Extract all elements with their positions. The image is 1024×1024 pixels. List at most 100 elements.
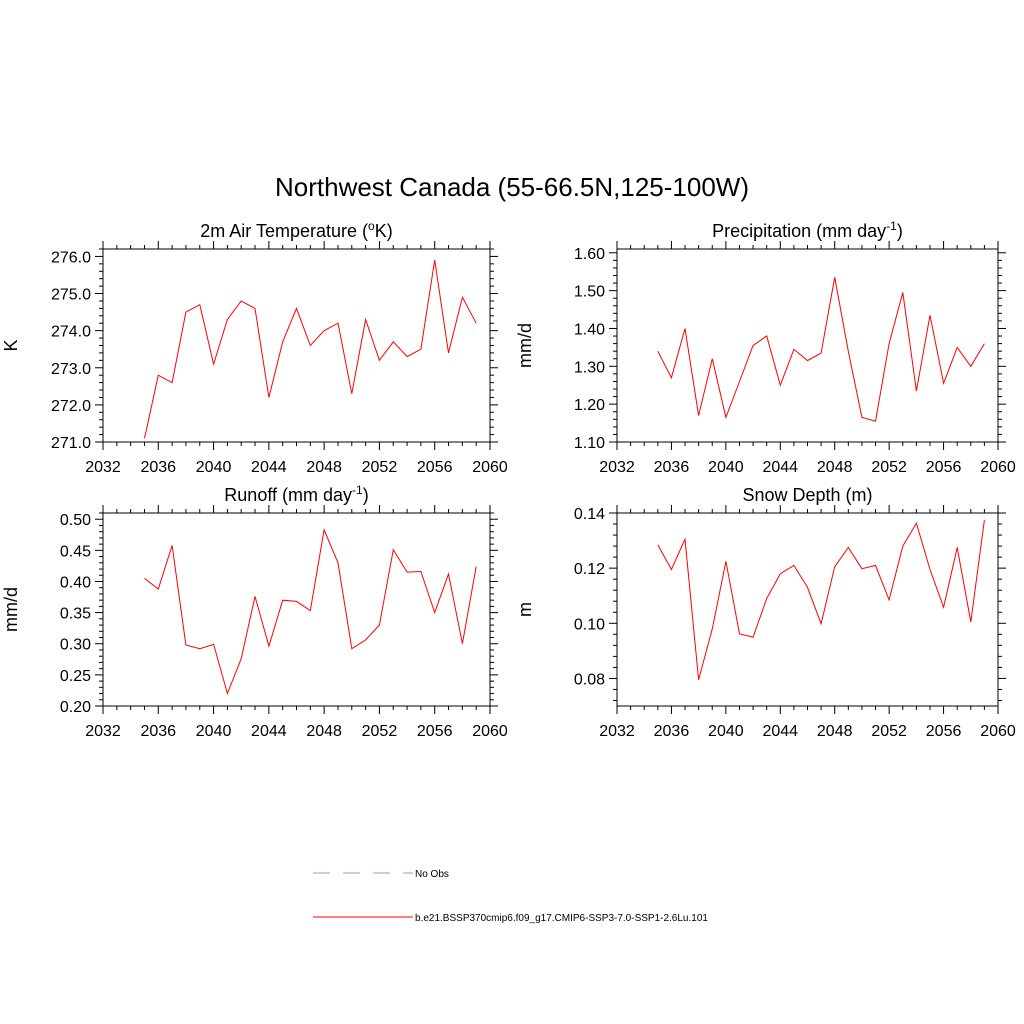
data-point	[656, 543, 659, 546]
data-point	[419, 570, 422, 573]
data-point	[295, 307, 298, 310]
data-point	[929, 314, 932, 317]
data-point	[901, 545, 904, 548]
plot-frame	[616, 512, 999, 707]
x-tick-label: 2060	[472, 459, 508, 476]
data-point	[461, 296, 464, 299]
data-point	[983, 518, 986, 521]
data-point	[684, 538, 687, 541]
data-point	[406, 355, 409, 358]
data-point	[240, 300, 243, 303]
data-point	[337, 322, 340, 325]
data-point	[765, 335, 768, 338]
series-line	[657, 277, 985, 422]
plot-frame	[616, 248, 999, 443]
data-point	[143, 437, 146, 440]
x-tick-label: 2040	[708, 459, 744, 476]
y-tick-label: 0.30	[60, 637, 91, 654]
panel-snow-depth: 0.08 0.10 0.12 0.14 2032 2036 2040 2044 2048 2052…	[515, 485, 1016, 740]
data-point	[820, 622, 823, 625]
data-point	[171, 544, 174, 547]
y-tick-label: 1.30	[574, 359, 605, 376]
data-point	[697, 678, 700, 681]
legend-label-no-obs: No Obs	[415, 869, 449, 880]
x-tick-label: 2036	[140, 723, 176, 740]
x-tick-label: 2052	[362, 723, 398, 740]
data-point	[157, 588, 160, 591]
y-axis-label: K	[1, 339, 21, 351]
data-point	[309, 344, 312, 347]
x-tick-label: 2032	[85, 723, 121, 740]
data-point	[792, 564, 795, 567]
x-tick-label: 2044	[762, 723, 798, 740]
data-point	[267, 645, 270, 648]
data-point	[240, 657, 243, 660]
data-point	[888, 342, 891, 345]
y-tick-label: 1.50	[574, 284, 605, 301]
x-tick-label: 2044	[251, 459, 287, 476]
data-point	[392, 548, 395, 551]
data-point	[860, 416, 863, 419]
data-point	[267, 396, 270, 399]
legend-label-model: b.e21.BSSP370cmip6.f09_g17.CMIP6-SSP3-7.…	[415, 913, 708, 924]
data-point	[143, 577, 146, 580]
series-line	[144, 260, 477, 439]
data-point	[281, 599, 284, 602]
data-point	[184, 311, 187, 314]
y-tick-label: 1.20	[574, 397, 605, 414]
data-point	[956, 546, 959, 549]
data-point	[847, 546, 850, 549]
data-point	[419, 348, 422, 351]
data-point	[792, 348, 795, 351]
x-tick-label: 2056	[417, 723, 453, 740]
x-tick-label: 2060	[980, 459, 1016, 476]
data-point	[929, 568, 932, 571]
y-tick-label: 275.0	[51, 287, 91, 304]
data-point	[874, 564, 877, 567]
data-point	[406, 571, 409, 574]
x-tick-label: 2052	[362, 459, 398, 476]
legend: No Obs b.e21.BSSP370cmip6.f09_g17.CMIP6-…	[313, 869, 708, 924]
panel-title: Runoff (mm day-1)	[224, 483, 368, 505]
data-point	[874, 420, 877, 423]
data-point	[670, 376, 673, 379]
data-point	[309, 609, 312, 612]
data-point	[969, 620, 972, 623]
y-tick-label: 274.0	[51, 324, 91, 341]
x-tick-label: 2036	[140, 459, 176, 476]
panel-title: 2m Air Temperature (oK)	[200, 219, 392, 241]
data-point	[433, 259, 436, 262]
y-tick-label: 0.14	[574, 506, 605, 523]
data-point	[806, 586, 809, 589]
data-point	[820, 352, 823, 355]
x-tick-label: 2060	[980, 723, 1016, 740]
x-tick-label: 2044	[251, 723, 287, 740]
series-line	[144, 528, 477, 696]
data-point	[254, 307, 257, 310]
y-tick-label: 0.08	[574, 671, 605, 688]
y-tick-label: 272.0	[51, 398, 91, 415]
y-tick-label: 1.60	[574, 246, 605, 263]
y-tick-label: 0.25	[60, 668, 91, 685]
data-point	[738, 380, 741, 383]
data-point	[212, 643, 215, 646]
x-tick-label: 2048	[817, 459, 853, 476]
data-point	[656, 350, 659, 353]
x-tick-label: 2044	[762, 459, 798, 476]
data-point	[860, 567, 863, 570]
x-tick-label: 2040	[196, 723, 232, 740]
x-tick-label: 2048	[306, 723, 342, 740]
data-point	[833, 565, 836, 568]
data-point	[711, 627, 714, 630]
data-point	[956, 346, 959, 349]
data-point	[765, 597, 768, 600]
plot-frame	[102, 512, 491, 707]
y-tick-label: 276.0	[51, 249, 91, 266]
data-point	[475, 322, 478, 325]
y-tick-label: 0.35	[60, 606, 91, 623]
data-point	[323, 329, 326, 332]
data-point	[915, 389, 918, 392]
panel-title: Precipitation (mm day-1)	[712, 219, 903, 241]
y-tick-label: 271.0	[51, 435, 91, 452]
